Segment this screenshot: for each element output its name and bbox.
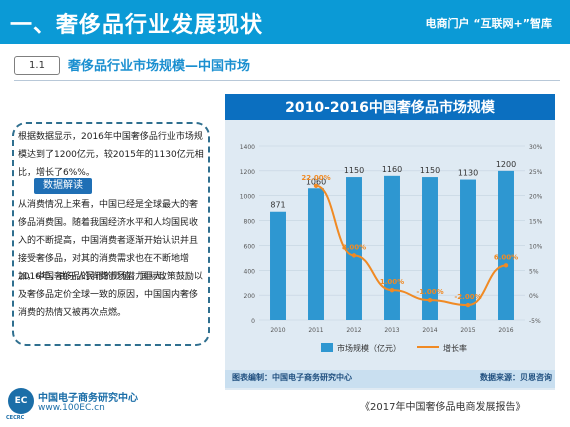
legend-bar-label: 市场规模（亿元） (337, 343, 401, 353)
org-name: 中国电子商务研究中心 (38, 393, 138, 404)
header-bar: 一、奢侈品行业发展现状 电商门户 “互联网+”智库 (0, 0, 570, 44)
growth-rate-label: -2.00% (454, 293, 481, 301)
chart-footer-source: 数据来源：贝恩咨询 (480, 373, 552, 382)
y-left-tick-label: 0 (251, 318, 255, 325)
y-right-tick-label: -5% (529, 318, 541, 325)
growth-rate-label: -1.00% (416, 288, 443, 296)
growth-rate-point (313, 183, 319, 188)
y-right-tick-label: 15% (529, 219, 543, 226)
y-left-tick-label: 800 (244, 219, 256, 226)
bar-2012 (346, 177, 362, 320)
bar-label: 871 (270, 201, 285, 210)
bar-2011 (308, 188, 324, 320)
bar-label: 1130 (458, 169, 478, 178)
y-right-tick-label: 20% (529, 194, 543, 201)
chart-footer-bar (225, 370, 555, 388)
chart-footer-credit: 图表编制：中国电子商务研究中心 (232, 373, 352, 382)
bar-label: 1150 (420, 166, 440, 175)
section-number: 1.1 (14, 56, 60, 75)
x-tick-label: 2015 (460, 327, 475, 334)
section-divider (14, 80, 560, 81)
bar-label: 1200 (496, 160, 516, 169)
bar-label: 1060 (306, 177, 326, 186)
growth-rate-label: 1.00% (380, 278, 404, 286)
report-title: 《2017年中国奢侈品电商发展报告》 (360, 402, 526, 413)
x-tick-label: 2010 (270, 327, 285, 334)
bar-2014 (422, 177, 438, 320)
legend-line-label: 增长率 (443, 343, 467, 353)
x-tick-label: 2013 (384, 327, 399, 334)
ecrc-logo: EC (8, 388, 34, 414)
org-url[interactable]: www.100EC.cn (38, 403, 105, 413)
bar-2010 (270, 211, 286, 320)
chart-title: 2010-2016中国奢侈品市场规模 (285, 100, 495, 116)
paragraph-2016: 2016年，由于人民币的贬值、国际政策鼓励以及奢侈品定价全球一致的原因，中国国内… (18, 272, 203, 318)
paragraph-summary: 根据数据显示，2016年中国奢侈品行业市场规模达到了1200亿元，较2015年的… (18, 132, 204, 178)
bar-label: 1150 (344, 166, 364, 175)
growth-rate-label: 6.00% (494, 253, 518, 261)
growth-rate-point (465, 302, 471, 308)
y-left-tick-label: 200 (244, 293, 256, 300)
y-right-tick-label: 0% (529, 293, 539, 300)
x-tick-label: 2016 (498, 327, 513, 334)
paragraph-consumption: 从消费情况上来看，中国已经是全球最大的奢侈品消费国。随着我国经济水平和人均国民收… (18, 200, 199, 282)
y-right-tick-label: 10% (529, 243, 543, 250)
y-left-tick-label: 1400 (240, 144, 255, 151)
y-right-tick-label: 30% (529, 144, 543, 151)
bar-label: 1160 (382, 165, 402, 174)
bar-2015 (460, 179, 476, 320)
data-interpretation-badge: 数据解读 (34, 178, 92, 194)
legend-bar-swatch (321, 343, 333, 352)
page-title: 一、奢侈品行业发展现状 (10, 13, 264, 38)
growth-rate-point (503, 263, 509, 268)
y-left-tick-label: 1200 (240, 169, 255, 176)
growth-rate-point (389, 287, 395, 293)
section-title: 奢侈品行业市场规模—中国市场 (68, 59, 251, 74)
y-left-tick-label: 1000 (240, 194, 255, 201)
bar-2016 (498, 170, 514, 320)
y-right-tick-label: 5% (529, 268, 539, 275)
bar-2013 (384, 175, 400, 320)
analysis-text-box (12, 122, 210, 346)
y-left-tick-label: 600 (244, 243, 256, 250)
growth-rate-point (427, 297, 433, 303)
x-tick-label: 2011 (308, 327, 323, 334)
growth-rate-point (351, 253, 357, 258)
x-tick-label: 2012 (346, 327, 361, 334)
x-tick-label: 2014 (422, 327, 437, 334)
brand-tagline: 电商门户 “互联网+”智库 (425, 17, 552, 30)
y-left-tick-label: 400 (244, 268, 256, 275)
growth-rate-line (315, 184, 507, 307)
growth-rate-label: 8.00% (342, 243, 366, 251)
chart-title-bar (225, 94, 555, 120)
y-right-tick-label: 25% (529, 169, 543, 176)
market-size-chart: 0 200 400 600 800 1000 1200 1400 -5% 0% 5% 10% 15% 20… (240, 144, 543, 353)
growth-rate-label: 22.00% (301, 174, 330, 182)
ecrc-logo-sub: CECRC (6, 415, 25, 421)
